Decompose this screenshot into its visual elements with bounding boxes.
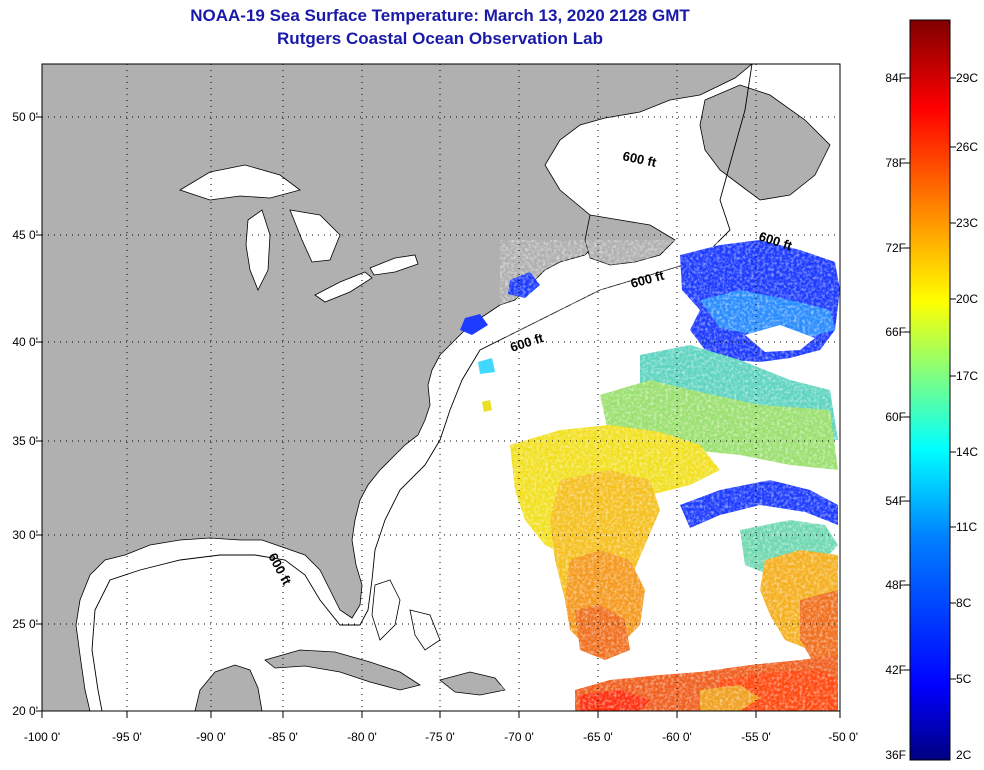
mexico-yucatan-land [194,664,263,711]
north-america-land [42,64,753,711]
cuba-land [264,649,421,691]
colorbar-f-label-66: 66F [885,325,906,339]
colorbar [909,19,951,761]
lon-label-60: -60 0' [662,730,692,744]
lon-label-75: -75 0' [425,730,455,744]
colorbar-c-label-20: 20C [956,292,979,306]
colorbar-f-label-84: 84F [885,71,906,85]
map-subtitle: Rutgers Coastal Ocean Observation Lab [277,29,603,48]
colorbar-c-label-2: 2C [956,748,972,762]
colorbar-c-label-5: 5C [956,672,972,686]
bahamas-outline [371,579,441,651]
lon-label-85: -85 0' [268,730,298,744]
lon-label-50: -50 0' [828,730,858,744]
lake-ontario [369,254,419,276]
colorbar-c-label-17: 17C [956,369,979,383]
colorbar-c-label-26: 26C [956,140,979,154]
map-frame [41,63,841,712]
colorbar-f-label-42: 42F [885,663,906,677]
colorbar-f-label-72: 72F [885,241,906,255]
lake-erie [314,271,373,303]
sst-data-layer [460,240,840,711]
contour-label-1: 600 ft [621,148,658,170]
axis-ticks [36,116,841,718]
newfoundland-land [699,84,831,201]
map-title: NOAA-19 Sea Surface Temperature: March 1… [190,6,690,25]
lat-label-50: 50 0' [12,110,38,124]
colorbar-f-label-78: 78F [885,156,906,170]
lat-label-25: 25 0' [12,617,38,631]
colorbar-c-label-8: 8C [956,596,972,610]
lat-label-35: 35 0' [12,434,38,448]
lake-huron [289,209,341,263]
lake-michigan [245,209,271,291]
lon-label-55: -55 0' [741,730,771,744]
lat-label-40: 40 0' [12,335,38,349]
colorbar-f-label-60: 60F [885,410,906,424]
lon-label-70: -70 0' [504,730,534,744]
lon-label-80: -80 0' [347,730,377,744]
colorbar-c-label-14: 14C [956,445,979,459]
lon-label-95: -95 0' [112,730,142,744]
graticule [42,64,840,711]
lat-label-20: 20 0' [12,704,38,718]
colorbar-ticks [904,77,956,680]
colorbar-f-label-48: 48F [885,578,906,592]
lat-label-45: 45 0' [12,228,38,242]
colorbar-f-label-54: 54F [885,494,906,508]
colorbar-c-label-29: 29C [956,71,979,85]
lat-label-30: 30 0' [12,528,38,542]
colorbar-f-label-36: 36F [885,748,906,762]
lon-label-65: -65 0' [583,730,613,744]
colorbar-c-label-11: 11C [956,520,978,534]
lon-label-100: -100 0' [23,730,61,744]
colorbar-c-label-23: 23C [956,216,979,230]
lake-superior [179,164,301,201]
lon-label-90: -90 0' [196,730,226,744]
